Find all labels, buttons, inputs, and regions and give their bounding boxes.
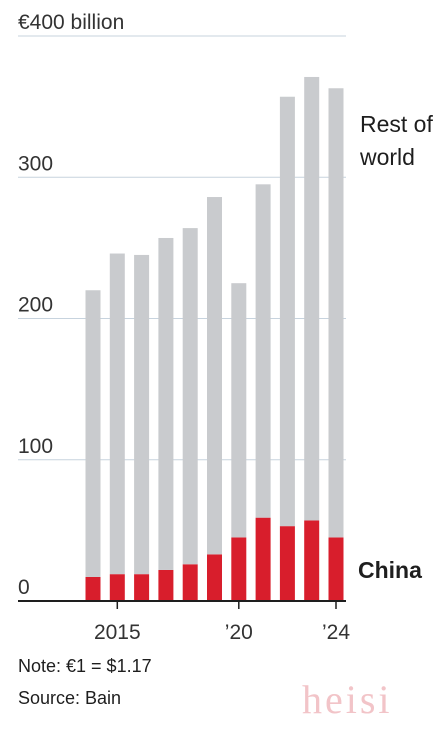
bar-rest-of-world-2023 xyxy=(304,76,320,521)
y-tick-label-300: 300 xyxy=(18,152,53,175)
y-tick-label-0: 0 xyxy=(18,576,30,599)
bar-china-2024 xyxy=(328,537,344,601)
legend-china: China xyxy=(358,557,422,583)
bar-china-2017 xyxy=(158,569,174,601)
bar-rest-of-world-2020 xyxy=(231,283,247,538)
bar-rest-of-world-2018 xyxy=(182,228,198,565)
bar-rest-of-world-2024 xyxy=(328,88,344,538)
bar-china-2021 xyxy=(255,517,271,601)
bar-rest-of-world-2017 xyxy=(158,237,174,570)
y-tick-label-200: 200 xyxy=(18,294,53,317)
bar-china-2023 xyxy=(304,520,320,601)
gridlines xyxy=(18,35,346,461)
stacked-bar-chart: 0 100 200 300 €400 billion 2015 ’20 ’24 Rest of… xyxy=(18,11,433,644)
x-tick-label-2020: ’20 xyxy=(225,621,253,644)
bar-rest-of-world-2016 xyxy=(134,254,150,575)
bar-rest-of-world-2022 xyxy=(279,96,295,527)
source-text: Source: Bain xyxy=(18,688,122,708)
bars xyxy=(85,76,344,601)
watermark: heisi xyxy=(302,677,393,722)
legend-rest-of-world-line1: Rest of xyxy=(360,111,433,137)
x-tick-label-2015: 2015 xyxy=(94,621,141,644)
bar-china-2015 xyxy=(109,574,125,601)
bar-china-2016 xyxy=(134,574,150,601)
bar-rest-of-world-2019 xyxy=(207,197,222,555)
x-tick-label-2024: ’24 xyxy=(322,621,350,644)
bar-rest-of-world-2015 xyxy=(109,253,125,575)
axis-ticks: 0 100 200 300 €400 billion 2015 ’20 ’24 xyxy=(18,11,350,644)
legend: Rest of world China xyxy=(358,111,433,583)
bar-rest-of-world-2021 xyxy=(255,184,271,518)
bar-china-2022 xyxy=(279,526,295,601)
bar-rest-of-world-2014 xyxy=(85,290,101,577)
bar-china-2014 xyxy=(85,576,101,601)
legend-rest-of-world-line2: world xyxy=(359,144,415,170)
y-tick-label-100: 100 xyxy=(18,435,53,458)
bar-china-2020 xyxy=(231,537,247,601)
bar-china-2018 xyxy=(182,564,198,601)
bar-china-2019 xyxy=(207,554,222,601)
y-tick-label-400: €400 billion xyxy=(18,11,124,34)
note-text: Note: €1 = $1.17 xyxy=(18,656,152,676)
